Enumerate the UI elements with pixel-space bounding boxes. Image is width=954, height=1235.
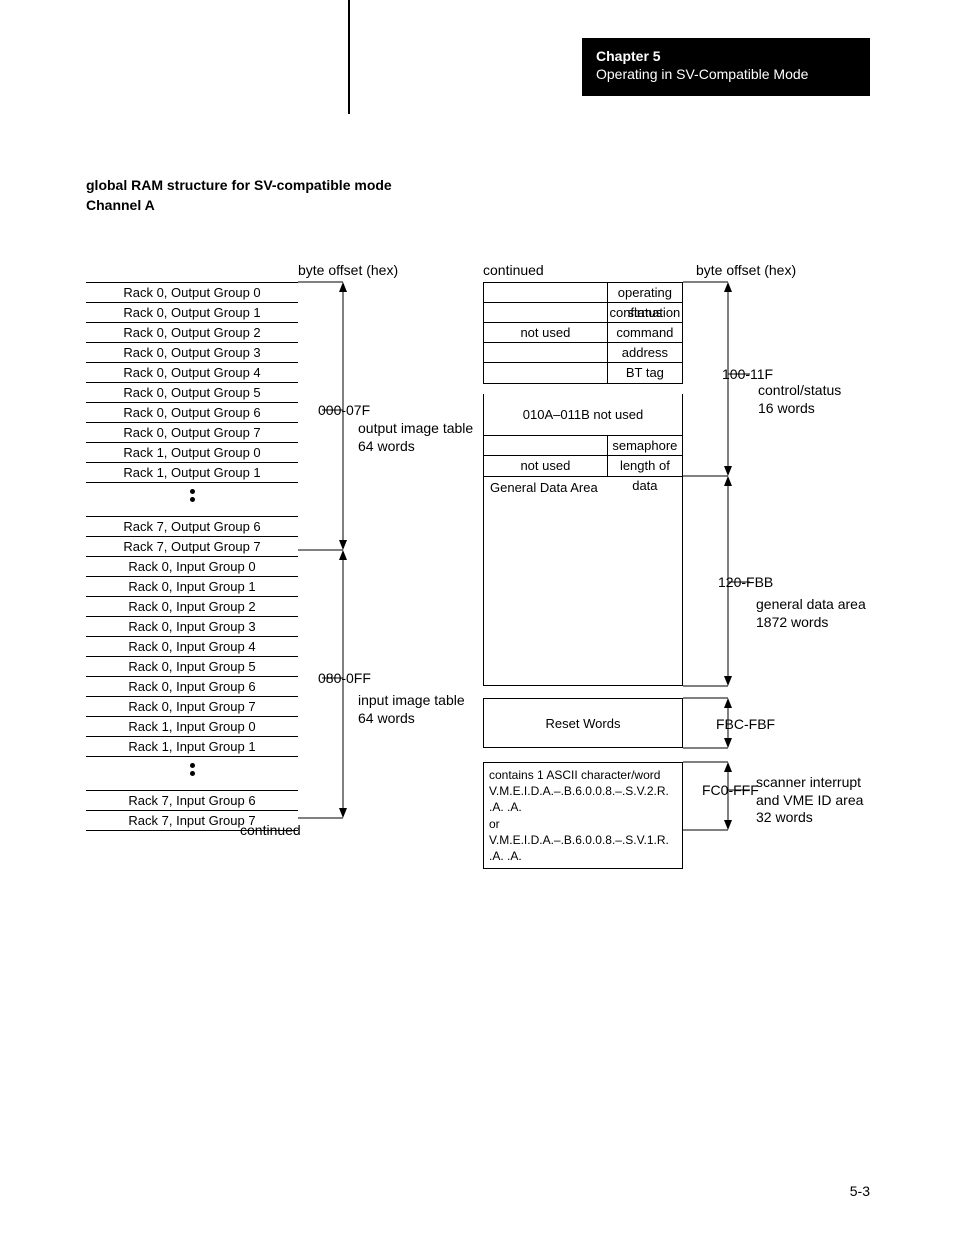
top-vertical-rule [348, 0, 350, 114]
control-status-label: control/status 16 words [758, 382, 841, 417]
chapter-number: Chapter 5 [596, 48, 856, 64]
not-used-row: 010A–011B not used [483, 394, 683, 436]
table-row: Rack 0, Input Group 1 [86, 577, 298, 597]
cell: not used [484, 323, 607, 342]
general-data-area-box: General Data Area [483, 476, 683, 686]
table-row: Rack 0, Output Group 0 [86, 283, 298, 303]
output-image-table-label: output image table 64 words [358, 420, 473, 455]
table-row: Rack 0, Output Group 3 [86, 343, 298, 363]
cell: semaphore [607, 436, 682, 455]
table-row: Rack 0, Output Group 6 [86, 403, 298, 423]
table-row: Rack 0, Output Group 5 [86, 383, 298, 403]
reset-words-box: Reset Words [483, 698, 683, 748]
scanner-interrupt-label: scanner interrupt and VME ID area 32 wor… [756, 774, 863, 827]
ascii-line: contains 1 ASCII character/word [489, 767, 677, 783]
page-number: 5-3 [850, 1183, 870, 1199]
table-row: Rack 0, Output Group 2 [86, 323, 298, 343]
table-row: Rack 0, Input Group 3 [86, 617, 298, 637]
control-status-block: operating status confirmation not usedco… [483, 282, 683, 384]
ascii-line: or [489, 816, 677, 832]
table-row: Rack 0, Input Group 4 [86, 637, 298, 657]
range-120-fbb: 120-FBB [718, 574, 773, 592]
table-row: Rack 1, Output Group 1 [86, 463, 298, 483]
table-row: Rack 0, Output Group 7 [86, 423, 298, 443]
ascii-line: V.M.E.I.D.A.–.B.6.0.0.8.–.S.V.1.R. .A. .… [489, 832, 677, 864]
table-row: Rack 1, Input Group 1 [86, 737, 298, 757]
continued-header: continued [483, 262, 544, 278]
table-row: Rack 7, Output Group 6 [86, 517, 298, 537]
table-row: Rack 0, Input Group 5 [86, 657, 298, 677]
gda-label: General Data Area [484, 476, 682, 499]
diagram-title: global RAM structure for SV-compatible m… [86, 176, 392, 215]
left-memory-table: Rack 0, Output Group 0 Rack 0, Output Gr… [86, 282, 298, 831]
table-row: Rack 1, Input Group 0 [86, 717, 298, 737]
general-data-area-label: general data area 1872 words [756, 596, 866, 631]
table-row: Rack 0, Input Group 0 [86, 557, 298, 577]
range-fbc-fbf: FBC-FBF [716, 716, 775, 734]
input-image-table-label: input image table 64 words [358, 692, 465, 727]
title-line-1: global RAM structure for SV-compatible m… [86, 176, 392, 196]
cell: address [607, 343, 682, 362]
range-fc0-fff: FC0-FFF [702, 782, 759, 800]
cell: length of data [607, 456, 682, 476]
table-row: Rack 0, Input Group 6 [86, 677, 298, 697]
semaphore-block: semaphore not usedlength of data [483, 436, 683, 477]
ellipsis-row [86, 489, 298, 517]
ellipsis-row [86, 763, 298, 791]
ascii-line: V.M.E.I.D.A.–.B.6.0.0.8.–.S.V.2.R. .A. .… [489, 783, 677, 815]
table-row: Rack 7, Output Group 7 [86, 537, 298, 557]
table-row: Rack 0, Output Group 4 [86, 363, 298, 383]
table-row: Rack 1, Output Group 0 [86, 443, 298, 463]
left-byte-offset-header: byte offset (hex) [298, 262, 398, 278]
cell: operating status [607, 283, 682, 302]
chapter-header: Chapter 5 Operating in SV-Compatible Mod… [582, 38, 870, 96]
right-byte-offset-header: byte offset (hex) [696, 262, 796, 278]
range-000-07f: 000-07F [318, 402, 370, 420]
left-range-arrows [298, 282, 438, 822]
cell: confirmation [607, 303, 682, 322]
chapter-title: Operating in SV-Compatible Mode [596, 66, 856, 82]
table-row: Rack 0, Input Group 7 [86, 697, 298, 717]
table-row: Rack 7, Input Group 6 [86, 791, 298, 811]
title-line-2: Channel A [86, 196, 392, 216]
cell: not used [484, 456, 607, 476]
cell: command [607, 323, 682, 342]
cell: BT tag [607, 363, 682, 383]
table-row: Rack 0, Output Group 1 [86, 303, 298, 323]
ascii-id-box: contains 1 ASCII character/word V.M.E.I.… [483, 762, 683, 869]
range-080-0ff: 080-0FF [318, 670, 371, 688]
continued-label: continued [240, 822, 301, 838]
range-100-11f: 100-11F [722, 366, 773, 384]
table-row: Rack 0, Input Group 2 [86, 597, 298, 617]
